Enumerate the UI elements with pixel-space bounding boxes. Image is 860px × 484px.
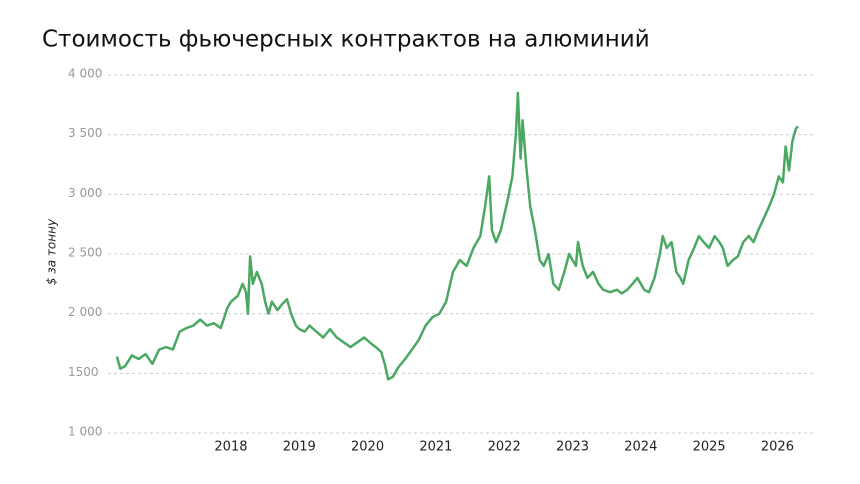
y-axis-label: $ за тонну <box>45 218 59 285</box>
y-tick-label: 4 000 <box>68 67 102 81</box>
x-tick-label: 2021 <box>419 440 452 455</box>
y-tick-label: 2 000 <box>68 305 102 319</box>
y-tick-label: 1500 <box>68 365 99 379</box>
chart-title: Стоимость фьючерсных контрактов на алюми… <box>42 27 650 53</box>
y-tick-label: 3 500 <box>68 126 102 140</box>
x-tick-label: 2025 <box>693 440 726 455</box>
x-tick-label: 2026 <box>761 440 794 455</box>
data-line <box>115 91 799 381</box>
y-tick-label: 2 500 <box>68 246 102 260</box>
y-tick-label: 3 000 <box>68 186 102 200</box>
y-tick-label: 1 000 <box>68 425 102 439</box>
x-tick-label: 2024 <box>624 440 657 455</box>
x-tick-label: 2019 <box>283 440 316 455</box>
x-tick-label: 2023 <box>556 440 589 455</box>
x-tick-label: 2018 <box>214 440 247 455</box>
x-tick-label: 2020 <box>351 440 384 455</box>
x-tick-label: 2022 <box>488 440 521 455</box>
